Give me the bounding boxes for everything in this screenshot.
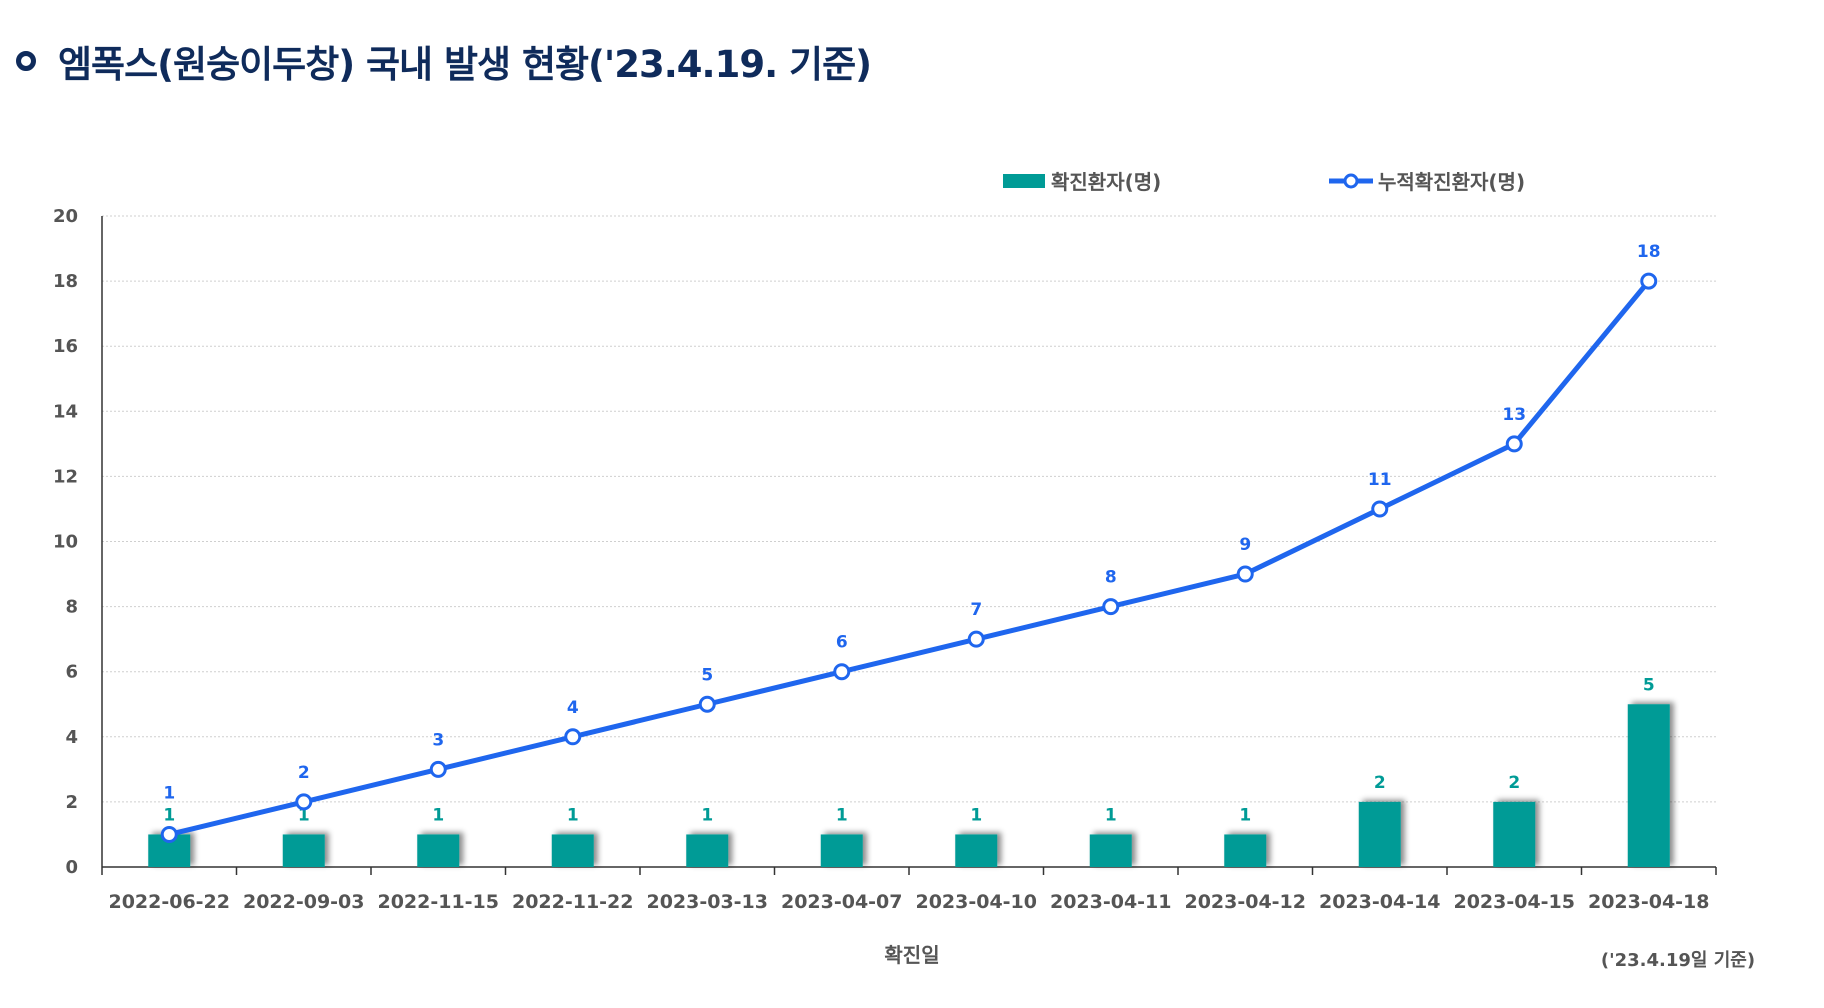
x-tick-label: 2023-03-13 (646, 891, 768, 913)
y-tick-label: 12 (53, 466, 78, 487)
y-tick-label: 20 (53, 206, 78, 227)
y-tick-label: 18 (53, 271, 78, 292)
page-title: 엠폭스(원숭이두창) 국내 발생 현황('23.4.19. 기준) (16, 34, 872, 88)
bar (1224, 834, 1267, 867)
line-point (160, 825, 178, 843)
y-tick-label: 4 (65, 727, 78, 748)
bar-data-label: 5 (1643, 675, 1655, 695)
line-data-label: 6 (836, 633, 848, 653)
line-data-label: 3 (432, 730, 444, 750)
y-tick-label: 10 (53, 532, 78, 553)
line-data-label: 11 (1368, 470, 1392, 490)
legend-bar-swatch (1003, 174, 1045, 188)
bar (1358, 801, 1401, 867)
line-data-label: 7 (970, 600, 982, 620)
bar (551, 834, 594, 867)
x-tick-label: 2023-04-15 (1453, 891, 1575, 913)
line-point (1640, 272, 1658, 290)
bullet-icon (16, 51, 36, 71)
legend-line-marker (1343, 173, 1359, 189)
bar (686, 834, 729, 867)
x-axis-label: 확진일 (884, 943, 939, 967)
line-data-label: 13 (1502, 405, 1526, 425)
line-data-label: 4 (567, 698, 579, 718)
bar-data-label: 2 (1508, 773, 1520, 793)
line-point (1505, 435, 1523, 453)
bar-data-label: 1 (298, 805, 310, 825)
line-point (295, 793, 313, 811)
x-tick-label: 2022-11-15 (377, 891, 499, 913)
bar (820, 834, 863, 867)
x-tick-label: 2022-09-03 (243, 891, 365, 913)
bar-data-label: 2 (1374, 773, 1386, 793)
title-text: 엠폭스(원숭이두창) 국내 발생 현황('23.4.19. 기준) (58, 43, 872, 86)
x-tick-label: 2023-04-07 (781, 891, 903, 913)
line-data-label: 5 (701, 665, 713, 685)
bar-data-label: 1 (567, 805, 579, 825)
x-tick-label: 2022-11-22 (512, 891, 634, 913)
line-data-label: 8 (1105, 568, 1117, 588)
line-point (1102, 598, 1120, 616)
y-tick-label: 16 (53, 336, 78, 357)
y-tick-label: 8 (65, 597, 78, 618)
bar (282, 834, 325, 867)
line-data-label: 18 (1637, 242, 1661, 262)
line-point (429, 760, 447, 778)
line-point (698, 695, 716, 713)
bar-data-label: 1 (163, 805, 175, 825)
legend-bar-label: 확진환자(명) (1051, 170, 1161, 194)
bar (1089, 834, 1132, 867)
bar-data-label: 1 (1105, 805, 1117, 825)
y-tick-label: 0 (65, 857, 78, 878)
line-point (564, 728, 582, 746)
bar-data-label: 1 (432, 805, 444, 825)
bar-data-label: 1 (1239, 805, 1251, 825)
bar-data-label: 1 (836, 805, 848, 825)
line-point (967, 630, 985, 648)
x-tick-label: 2023-04-11 (1050, 891, 1172, 913)
line-data-label: 1 (163, 783, 175, 803)
y-tick-label: 6 (65, 662, 78, 683)
x-tick-label: 2023-04-14 (1319, 891, 1441, 913)
line-point (1371, 500, 1389, 518)
y-tick-label: 2 (65, 792, 78, 813)
line-point (833, 663, 851, 681)
legend-line-label: 누적확진환자(명) (1378, 170, 1525, 194)
bar (955, 834, 998, 867)
x-tick-label: 2023-04-10 (915, 891, 1037, 913)
x-tick-label: 2023-04-12 (1184, 891, 1306, 913)
chart-note: ('23.4.19일 기준) (1601, 950, 1755, 971)
line-data-label: 2 (298, 763, 310, 783)
line-point (1236, 565, 1254, 583)
y-tick-label: 14 (53, 401, 78, 422)
line-data-label: 9 (1239, 535, 1251, 555)
bar-data-label: 1 (970, 805, 982, 825)
x-tick-label: 2022-06-22 (108, 891, 230, 913)
bar (1493, 801, 1536, 867)
x-tick-label: 2023-04-18 (1588, 891, 1710, 913)
bar (417, 834, 460, 867)
bar-data-label: 1 (701, 805, 713, 825)
bar (1627, 704, 1670, 867)
cumulative-line (168, 279, 1651, 837)
